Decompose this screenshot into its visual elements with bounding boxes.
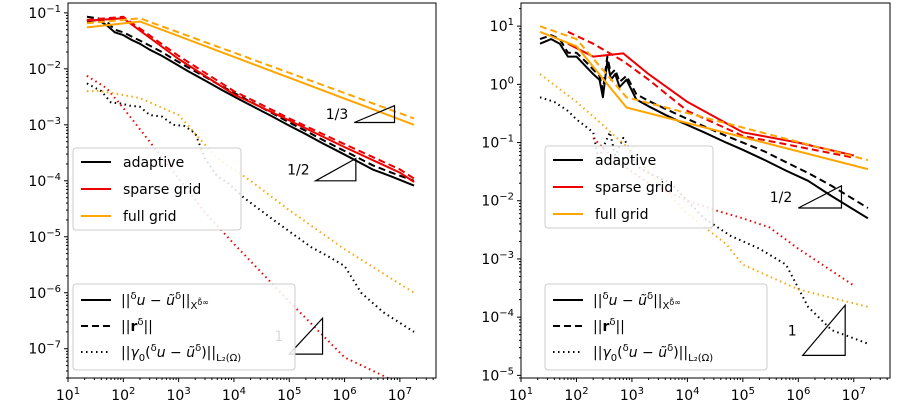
legend-formula: ||γ0(δu − ũδ)||L₂(Ω) (593, 343, 713, 364)
y-tick-label: 10−7 (28, 340, 61, 358)
y-tick-label: 10−3 (481, 250, 514, 268)
x-tick-label: 101 (509, 386, 533, 404)
series-line-unnamed-dashed (539, 25, 869, 162)
series-line-adaptive-solid (539, 38, 869, 220)
plot-frame (67, 2, 437, 379)
legend-label: full grid (595, 207, 648, 223)
y-tick-label: 101 (490, 17, 514, 35)
slope-label: 1/2 (770, 190, 793, 206)
series-line-unnamed-dashed (539, 34, 869, 209)
slope-triangle (801, 303, 846, 357)
x-tick-label: 105 (277, 386, 301, 404)
y-tick-label: 10−3 (28, 116, 61, 134)
series-line-unnamed-dashed (567, 30, 854, 159)
legend-formula: ||γ0(δu − ũδ)||L₂(Ω) (121, 343, 241, 364)
legend-label: adaptive (123, 155, 184, 171)
legend-styles: ||δu − ũδ||Xδ̃∞ ||rδ|| ||γ0(δu − ũδ)||L₂(Ω… (544, 283, 768, 371)
legend-box (544, 283, 768, 371)
slope-label: 1 (788, 323, 797, 339)
x-tick-label: 102 (111, 386, 135, 404)
slope-label: 1/3 (326, 107, 349, 123)
y-tick-label: 10−1 (481, 134, 514, 152)
x-tick-label: 106 (332, 386, 356, 404)
legend-label: sparse grid (123, 182, 201, 198)
y-tick-label: 10−5 (28, 228, 61, 246)
x-tick-label: 101 (56, 386, 80, 404)
y-tick-label: 10−2 (28, 60, 61, 78)
series-line-full-grid-solid (86, 20, 415, 126)
x-tick-label: 102 (564, 386, 588, 404)
series-line-sparse-grid-solid (567, 42, 855, 157)
series-line-sparse-grid-solid (86, 17, 415, 183)
legend-label: sparse grid (595, 180, 673, 196)
series-line-unnamed-dotted (539, 96, 869, 345)
legend-formula: ||δu − ũδ||Xδ̃∞ (121, 291, 209, 312)
legend-box (544, 145, 714, 229)
x-tick-label: 104 (222, 386, 246, 404)
x-tick-label: 106 (786, 386, 810, 404)
x-tick-label: 105 (731, 386, 755, 404)
y-tick-label: 10−4 (28, 172, 61, 190)
x-tick-label: 107 (388, 386, 412, 404)
y-tick-label: 10−4 (481, 308, 514, 326)
legend-box (72, 283, 296, 371)
legend-formula: ||δu − ũδ||Xδ̃∞ (593, 291, 681, 312)
x-tick-label: 107 (842, 386, 866, 404)
slope-triangle (798, 184, 843, 209)
series-line-unnamed-dashed (86, 17, 415, 120)
legend-styles: ||δu − ũδ||Xδ̃∞ ||rδ|| ||γ0(δu − ũδ)||L₂(Ω… (72, 283, 296, 371)
right-chart: 1/2 1 101 102 103 104 105 106 107 10−5 10−4 10−3 10−… (481, 2, 891, 404)
legend-label: adaptive (595, 153, 656, 169)
y-tick-label: 10−6 (28, 284, 61, 302)
legend-label: full grid (123, 209, 176, 225)
y-tick-label: 10−1 (28, 4, 61, 22)
legend-formula: ||rδ|| (121, 317, 153, 335)
slope-triangle (287, 316, 324, 355)
legend-methods: adaptive sparse grid full grid (72, 147, 242, 231)
y-tick-label: 10−5 (481, 366, 514, 384)
data-lines (539, 25, 869, 345)
slope-label: 1/2 (287, 163, 310, 179)
slope-triangle (313, 157, 357, 182)
y-tick-label: 100 (490, 75, 514, 93)
plot-frame (520, 2, 891, 379)
x-tick-label: 103 (167, 386, 191, 404)
legend-formula: ||rδ|| (593, 317, 625, 335)
legend-box (72, 147, 242, 231)
legend-methods: adaptive sparse grid full grid (544, 145, 714, 229)
slope-triangle (354, 104, 396, 124)
x-tick-label: 103 (620, 386, 644, 404)
x-tick-label: 104 (675, 386, 699, 404)
left-chart: 1/31/2110110210310410510610710−710−610−5… (28, 2, 437, 404)
series-line-full-grid-solid (539, 30, 869, 171)
y-tick-label: 10−2 (481, 192, 514, 210)
series-line-adaptive-solid (86, 18, 415, 187)
